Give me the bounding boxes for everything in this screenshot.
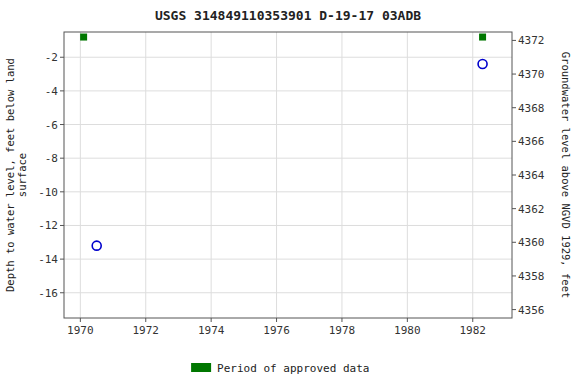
- tick-label: -2: [45, 51, 58, 64]
- series: [80, 34, 486, 41]
- grid-line: [407, 32, 408, 318]
- tick-label: 1982: [460, 324, 487, 337]
- tick-label: -14: [38, 253, 58, 266]
- axes: 1970 1972 1974 1976 1978 1980 1982 -16 -14 -12 -10…: [38, 32, 545, 337]
- tick-label: -10: [38, 186, 58, 199]
- background: [0, 0, 576, 384]
- tick: [512, 74, 516, 75]
- tick: [60, 225, 64, 226]
- grid-line: [276, 32, 277, 318]
- tick-label: 4368: [518, 102, 545, 115]
- tick: [60, 124, 64, 125]
- tick: [512, 175, 516, 176]
- tick-label: -6: [45, 119, 58, 132]
- tick-label: -4: [45, 85, 59, 98]
- grid-line: [211, 32, 212, 318]
- grid-line: [64, 124, 512, 125]
- grid-line: [145, 32, 146, 318]
- tick-label: -16: [38, 287, 58, 300]
- axis-label: Groundwater level above NGVD 1929, feet: [560, 52, 572, 299]
- tick: [512, 107, 516, 108]
- axis-label: Depth to water level, feet below landsur…: [4, 58, 28, 292]
- legend-label: Period of approved data: [217, 362, 369, 375]
- tick: [512, 242, 516, 243]
- tick: [407, 318, 408, 322]
- grid-line: [64, 90, 512, 91]
- grid-line: [64, 191, 512, 192]
- tick: [60, 292, 64, 293]
- tick: [512, 141, 516, 142]
- tick: [145, 318, 146, 322]
- tick-label: 1972: [133, 324, 160, 337]
- tick: [211, 318, 212, 322]
- tick-label: -8: [45, 152, 58, 165]
- tick-label: 4372: [518, 34, 545, 47]
- grid-line: [64, 259, 512, 260]
- tick: [60, 90, 64, 91]
- tick-label: 4364: [518, 169, 545, 182]
- point: [478, 59, 487, 68]
- tick-label: 4366: [518, 135, 545, 148]
- grid-line: [64, 225, 512, 226]
- grid-line: [472, 32, 473, 318]
- tick-label: 1980: [394, 324, 421, 337]
- tick: [512, 40, 516, 41]
- tick: [512, 309, 516, 310]
- data: [80, 34, 487, 251]
- tick: [80, 318, 81, 322]
- grid-line: [64, 292, 512, 293]
- tick: [512, 275, 516, 276]
- tick: [60, 158, 64, 159]
- series: [92, 59, 487, 250]
- tick-label: 1976: [263, 324, 290, 337]
- tick-label: 1970: [67, 324, 94, 337]
- tick-label: -12: [38, 219, 58, 232]
- square-marker: [479, 34, 486, 41]
- grid-line: [64, 158, 512, 159]
- legend-swatch: [191, 363, 211, 372]
- grid: [64, 32, 512, 318]
- grid-line: [80, 32, 81, 318]
- grid-line: [64, 57, 512, 58]
- tick: [276, 318, 277, 322]
- tick: [341, 318, 342, 322]
- tick: [512, 208, 516, 209]
- legend: Period of approved data: [191, 362, 369, 375]
- plot-frame: [64, 32, 512, 318]
- tick-label: 4358: [518, 270, 545, 283]
- title: USGS 314849110353901 D-19-17 03ADB: [155, 8, 421, 23]
- tick-label: 4370: [518, 68, 545, 81]
- chart: 1970 1972 1974 1976 1978 1980 1982 -16 -14 -12 -10…: [0, 0, 576, 384]
- tick-label: 4362: [518, 203, 545, 216]
- tick-label: 1974: [198, 324, 225, 337]
- square-marker: [80, 34, 87, 41]
- tick: [60, 259, 64, 260]
- tick-label: 4360: [518, 236, 545, 249]
- grid-line: [341, 32, 342, 318]
- tick: [472, 318, 473, 322]
- tick-label: 4356: [518, 304, 545, 317]
- tick: [60, 191, 64, 192]
- point: [92, 241, 101, 250]
- tick: [60, 57, 64, 58]
- tick-label: 1978: [329, 324, 356, 337]
